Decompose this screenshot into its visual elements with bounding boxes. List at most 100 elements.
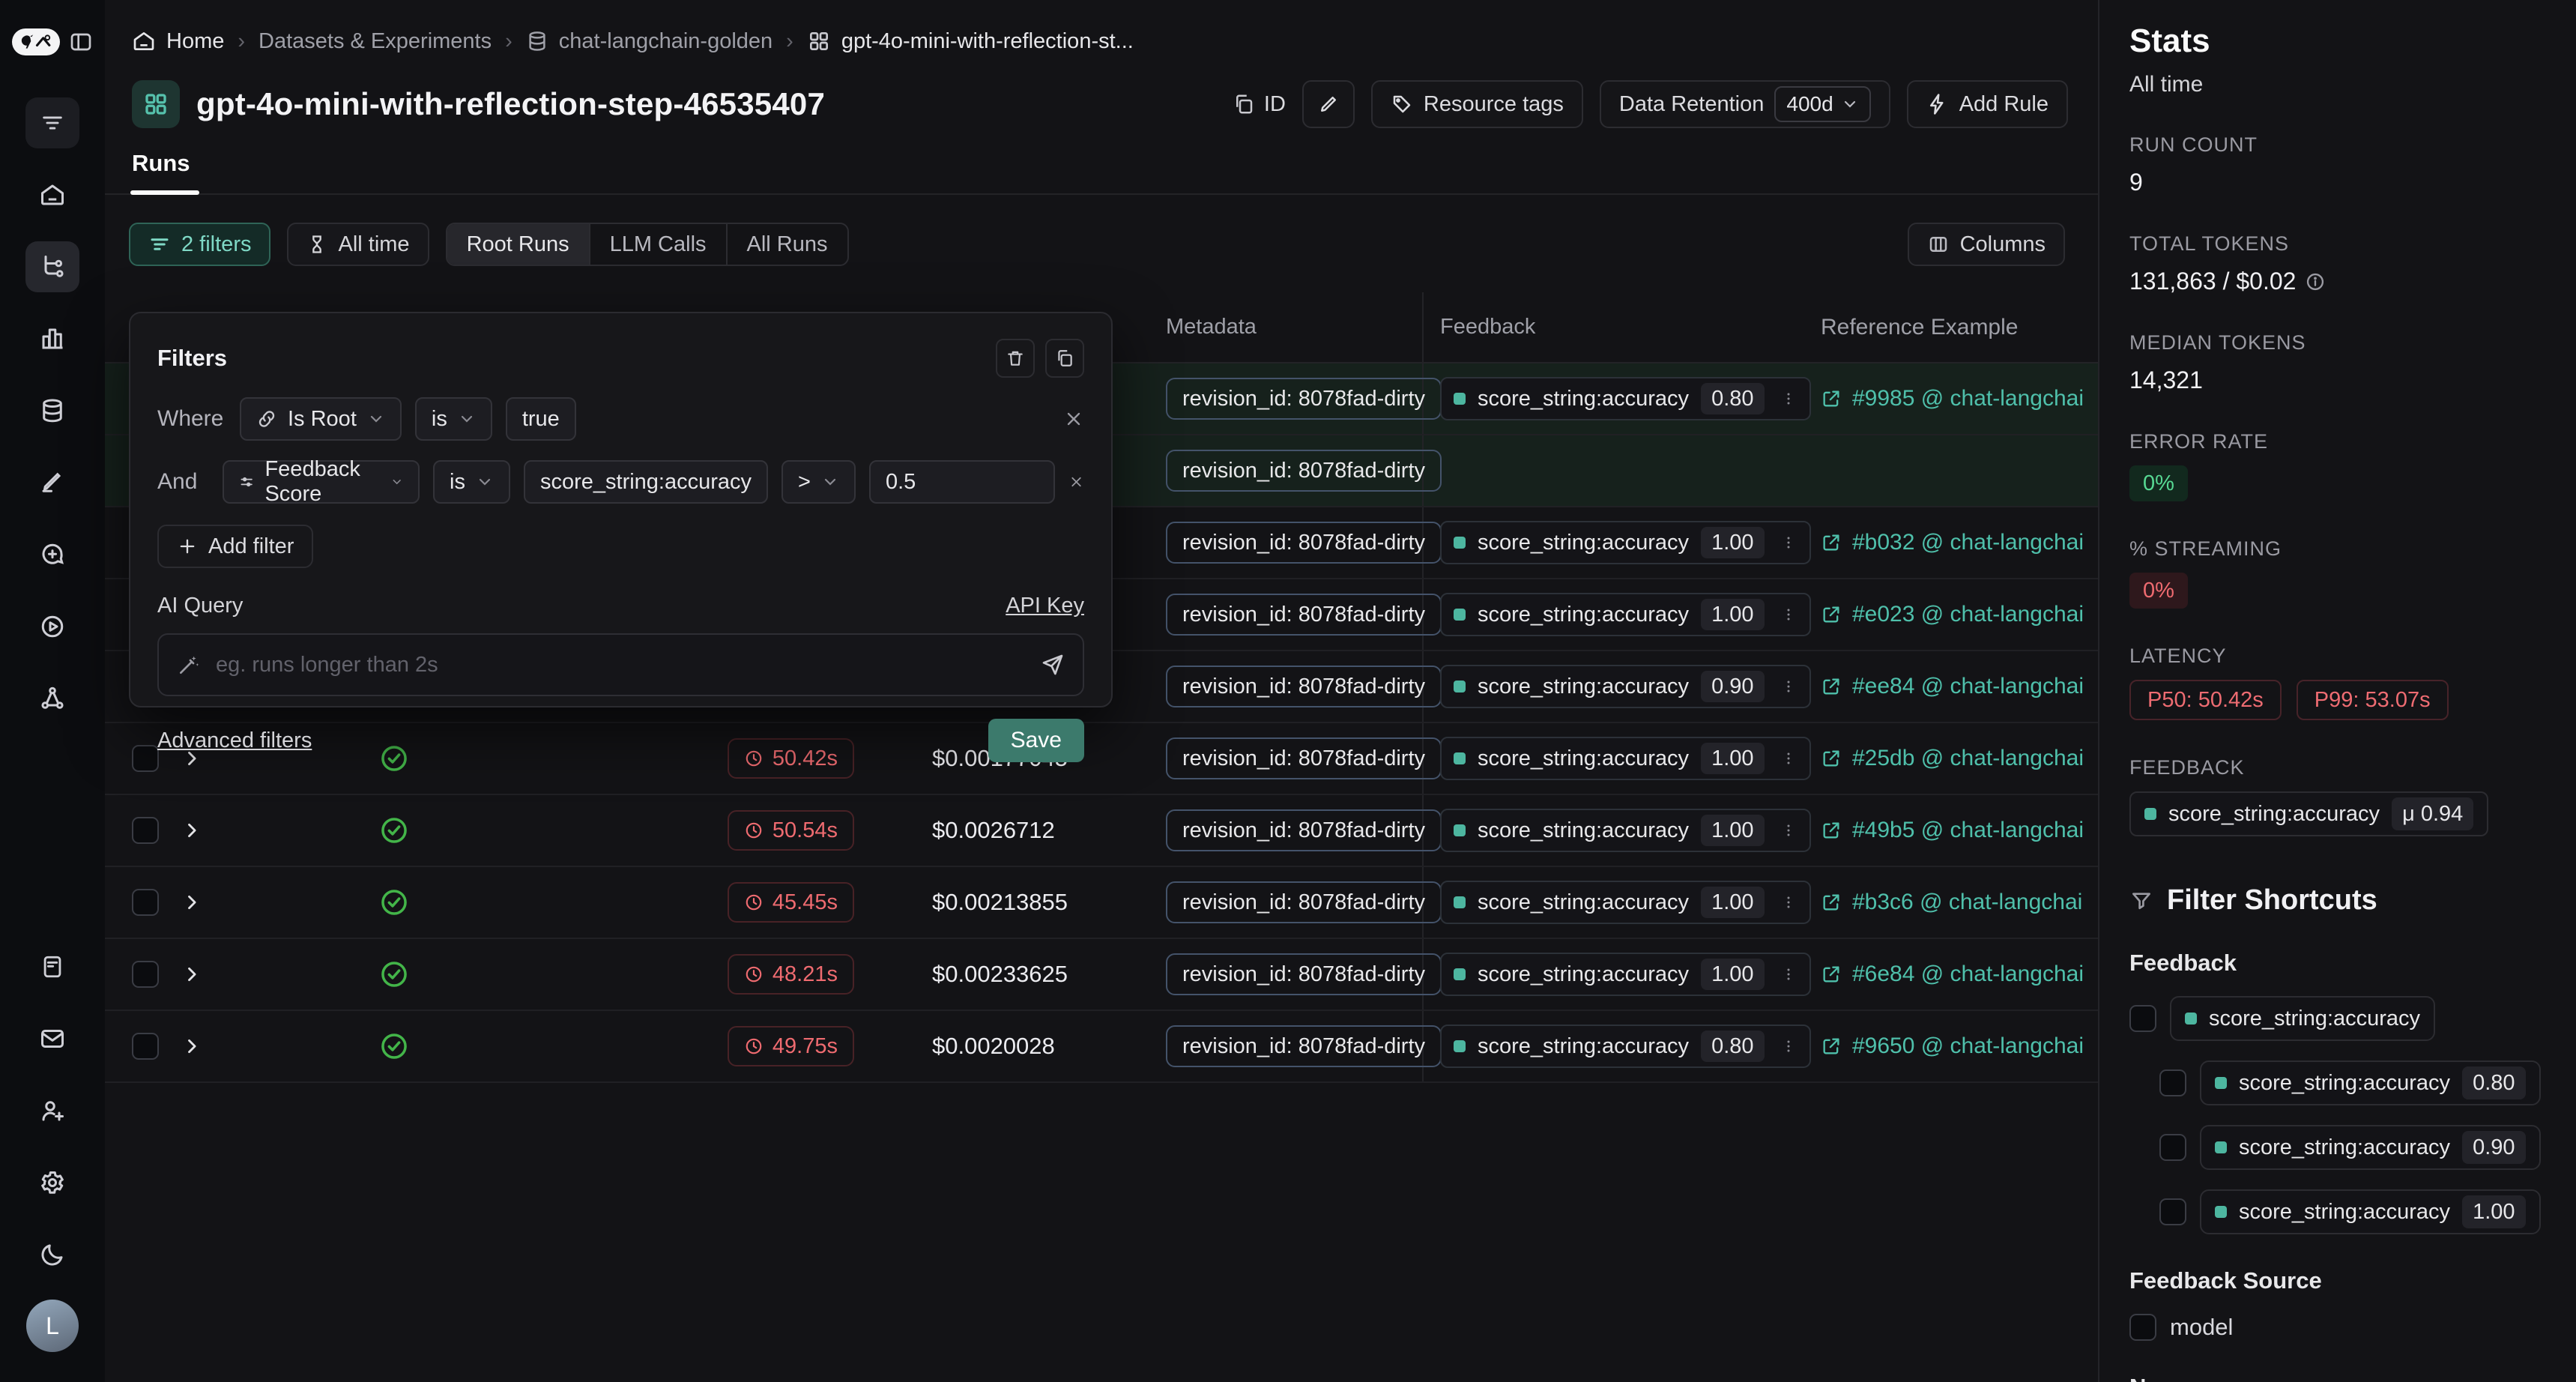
reference-example-link[interactable]: #e023 @ chat-langchai <box>1821 602 2084 627</box>
kebab-menu-icon[interactable] <box>1780 821 1798 839</box>
sidebar-item-prompts[interactable] <box>25 529 79 580</box>
shortcut-checkbox[interactable] <box>2159 1069 2186 1096</box>
langsmith-logo-icon[interactable] <box>12 28 60 55</box>
expand-chevron-icon[interactable] <box>181 964 202 985</box>
reference-example-link[interactable]: #9650 @ chat-langchai <box>1821 1034 2084 1059</box>
reference-example-text[interactable]: #b3c6 @ chat-langchai <box>1852 890 2083 914</box>
kebab-menu-icon[interactable] <box>1780 390 1798 408</box>
dark-mode-moon-icon[interactable] <box>25 1229 79 1280</box>
feedback-badge[interactable]: score_string:accuracy 0.80 <box>1440 1025 1811 1068</box>
sidebar-item-docs[interactable] <box>25 941 79 992</box>
columns-button[interactable]: Columns <box>1907 223 2065 266</box>
reference-example-text[interactable]: #9650 @ chat-langchai <box>1852 1034 2084 1058</box>
shortcut-feedback-pill[interactable]: score_string:accuracy 1.00 <box>2200 1189 2541 1234</box>
metadata-badge[interactable]: revision_id: 8078fad-dirty <box>1166 1025 1442 1067</box>
metadata-badge[interactable]: revision_id: 8078fad-dirty <box>1166 737 1442 779</box>
feedback-badge[interactable]: score_string:accuracy 1.00 <box>1440 809 1811 852</box>
reference-example-text[interactable]: #25db @ chat-langchai <box>1852 746 2084 770</box>
feedback-badge[interactable]: score_string:accuracy 0.80 <box>1440 377 1811 420</box>
remove-filter-icon[interactable] <box>1063 408 1084 429</box>
resource-tags-button[interactable]: Resource tags <box>1370 80 1583 128</box>
filter-value[interactable]: true <box>505 397 576 441</box>
filter-field-dropdown[interactable]: Is Root <box>240 397 402 441</box>
save-filters-button[interactable]: Save <box>988 719 1084 762</box>
time-range-button[interactable]: All time <box>287 223 429 266</box>
expand-chevron-icon[interactable] <box>181 820 202 841</box>
reference-example-text[interactable]: #9985 @ chat-langchai <box>1852 386 2084 411</box>
filters-button[interactable]: 2 filters <box>129 223 271 266</box>
copy-filters-button[interactable] <box>1045 339 1084 378</box>
breadcrumb-home[interactable]: Home <box>132 29 224 54</box>
reference-example-link[interactable]: #49b5 @ chat-langchai <box>1821 818 2084 843</box>
reference-example-text[interactable]: #6e84 @ chat-langchai <box>1852 962 2084 986</box>
filter-value-input[interactable] <box>868 460 1055 504</box>
advanced-filters-link[interactable]: Advanced filters <box>157 728 312 752</box>
reference-example-link[interactable]: #9985 @ chat-langchai <box>1821 386 2084 411</box>
send-icon[interactable] <box>1041 653 1065 677</box>
sidebar-item-settings[interactable] <box>25 1157 79 1208</box>
shortcut-feedback-pill[interactable]: score_string:accuracy <box>2170 996 2436 1041</box>
shortcut-checkbox[interactable] <box>2129 1314 2156 1341</box>
reference-example-link[interactable]: #b3c6 @ chat-langchai <box>1821 890 2082 915</box>
metadata-badge[interactable]: revision_id: 8078fad-dirty <box>1166 450 1442 492</box>
sidebar-item-filter-runs[interactable] <box>25 97 79 148</box>
tab-runs[interactable]: Runs <box>130 150 199 195</box>
edit-name-button[interactable] <box>1301 80 1355 128</box>
shortcut-feedback-pill[interactable]: score_string:accuracy 0.90 <box>2200 1125 2541 1170</box>
reference-example-text[interactable]: #e023 @ chat-langchai <box>1852 602 2084 627</box>
table-row[interactable]: 49.75s $0.0020028 revision_id: 8078fad-d… <box>105 1011 2098 1083</box>
add-filter-button[interactable]: Add filter <box>157 525 314 568</box>
sidebar-item-deployments[interactable] <box>25 673 79 724</box>
table-row[interactable]: 45.45s $0.00213855 revision_id: 8078fad-… <box>105 867 2098 939</box>
shortcut-checkbox[interactable] <box>2129 1005 2156 1032</box>
row-checkbox[interactable] <box>132 1033 159 1060</box>
kebab-menu-icon[interactable] <box>1780 606 1798 624</box>
metadata-badge[interactable]: revision_id: 8078fad-dirty <box>1166 881 1442 923</box>
kebab-menu-icon[interactable] <box>1780 534 1798 552</box>
reference-example-link[interactable]: #ee84 @ chat-langchai <box>1821 674 2084 699</box>
add-rule-button[interactable]: Add Rule <box>1906 80 2068 128</box>
filter-feedback-key[interactable]: score_string:accuracy <box>523 460 769 504</box>
row-checkbox[interactable] <box>132 745 159 772</box>
breadcrumb-datasets[interactable]: Datasets & Experiments <box>258 28 492 53</box>
kebab-menu-icon[interactable] <box>1780 749 1798 767</box>
sidebar-item-home[interactable] <box>25 169 79 220</box>
feedback-badge[interactable]: score_string:accuracy 1.00 <box>1440 593 1811 636</box>
table-row[interactable]: 50.42s $0.00177045 revision_id: 8078fad-… <box>105 723 2098 795</box>
collapse-panel-icon[interactable] <box>69 30 93 54</box>
reference-example-text[interactable]: #ee84 @ chat-langchai <box>1852 674 2084 698</box>
api-key-link[interactable]: API Key <box>1006 594 1084 618</box>
expand-chevron-icon[interactable] <box>181 1036 202 1057</box>
data-retention-button[interactable]: Data Retention 400d <box>1599 80 1890 128</box>
kebab-menu-icon[interactable] <box>1780 1037 1798 1055</box>
feedback-badge[interactable]: score_string:accuracy 1.00 <box>1440 737 1811 780</box>
reference-example-link[interactable]: #6e84 @ chat-langchai <box>1821 962 2084 987</box>
segment-llm-calls[interactable]: LLM Calls <box>588 224 726 265</box>
sidebar-item-tracing[interactable] <box>25 241 79 292</box>
sidebar-item-annotation[interactable] <box>25 457 79 508</box>
metadata-badge[interactable]: revision_id: 8078fad-dirty <box>1166 666 1442 707</box>
copy-id-button[interactable]: ID <box>1233 92 1286 117</box>
reference-example-link[interactable]: #b032 @ chat-langchai <box>1821 530 2084 555</box>
remove-filter-icon[interactable] <box>1068 471 1084 492</box>
segment-root-runs[interactable]: Root Runs <box>447 224 589 265</box>
kebab-menu-icon[interactable] <box>1780 678 1798 695</box>
breadcrumb-experiment[interactable]: gpt-4o-mini-with-reflection-st... <box>807 29 1134 54</box>
metadata-badge[interactable]: revision_id: 8078fad-dirty <box>1166 953 1442 995</box>
metadata-badge[interactable]: revision_id: 8078fad-dirty <box>1166 378 1442 420</box>
sidebar-item-playground[interactable] <box>25 601 79 652</box>
user-avatar[interactable]: L <box>26 1300 79 1352</box>
row-checkbox[interactable] <box>132 961 159 988</box>
filter-operator-dropdown[interactable]: is <box>414 397 492 441</box>
info-icon[interactable] <box>2305 271 2326 292</box>
shortcut-feedback-pill[interactable]: score_string:accuracy 0.80 <box>2200 1060 2541 1105</box>
ai-query-input[interactable] <box>216 652 1026 678</box>
column-header-metadata[interactable]: Metadata <box>1139 292 1424 362</box>
feedback-badge[interactable]: score_string:accuracy 1.00 <box>1440 881 1811 924</box>
column-header-reference[interactable]: Reference Example <box>1821 314 2019 340</box>
feedback-badge[interactable]: score_string:accuracy 1.00 <box>1440 953 1811 996</box>
metadata-badge[interactable]: revision_id: 8078fad-dirty <box>1166 809 1442 851</box>
kebab-menu-icon[interactable] <box>1780 965 1798 983</box>
column-header-feedback[interactable]: Feedback <box>1440 315 1536 339</box>
reference-example-text[interactable]: #b032 @ chat-langchai <box>1852 530 2084 555</box>
